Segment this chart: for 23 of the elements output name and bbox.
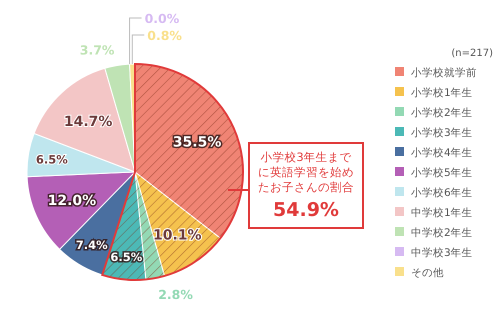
legend-label: 小学校1年生 (411, 86, 473, 99)
callout: 小学校3年生までに英語学習を始めたお子さんの割合 54.9% (248, 142, 364, 229)
data-label: 12.0% (48, 193, 96, 210)
legend-label: 小学校2年生 (411, 106, 473, 119)
data-label: 6.5% (110, 250, 143, 264)
data-label: 6.5% (36, 152, 68, 167)
legend-label: 小学校6年生 (411, 186, 473, 199)
legend-label: 小学校4年生 (411, 146, 473, 159)
legend-label: 中学校1年生 (411, 206, 473, 219)
data-label: 7.4% (76, 238, 108, 252)
text: (n=217) (451, 48, 494, 59)
data-label: 3.7% (80, 42, 115, 58)
legend-label: 小学校3年生 (411, 126, 473, 139)
data-label: 35.5% (172, 134, 222, 151)
data-label: 14.7% (64, 114, 112, 130)
data-label: 0.8% (147, 28, 182, 43)
legend-label: 小学校5年生 (411, 166, 473, 179)
legend-label: 中学校2年生 (411, 226, 473, 239)
legend-label: 中学校3年生 (411, 246, 473, 259)
legend-label: その他 (411, 267, 444, 279)
data-label: 2.8% (158, 286, 194, 302)
legend-label: 小学校就学前 (411, 66, 477, 79)
text: 0.0% (144, 11, 180, 26)
